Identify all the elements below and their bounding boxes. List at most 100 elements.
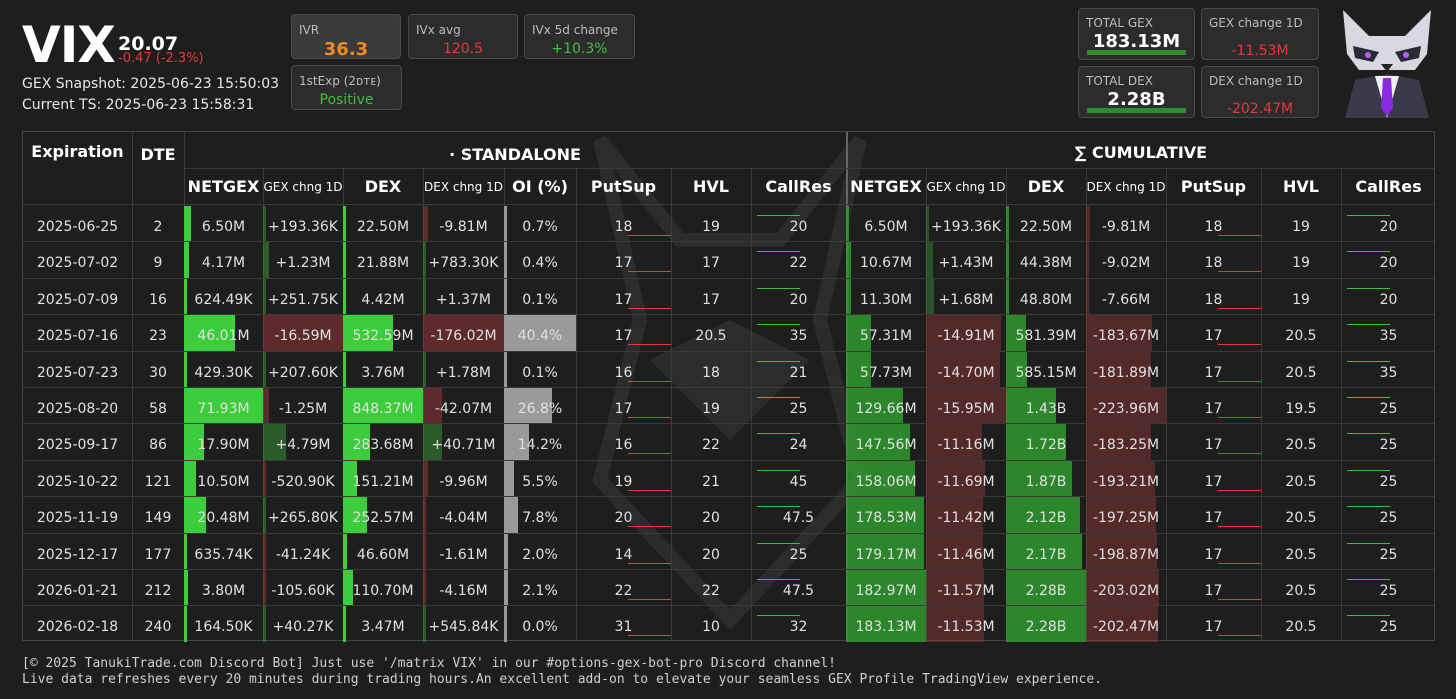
table-cell: 17 — [1166, 537, 1261, 573]
table-cell: 2.28B — [1006, 573, 1086, 609]
table-cell: 57.73M — [846, 355, 926, 391]
table-cell: 11.30M — [846, 282, 926, 318]
table-cell: 20 — [1341, 245, 1436, 281]
table-cell: 6.50M — [846, 209, 926, 245]
table-cell: 17 — [576, 391, 671, 427]
table-cell: 2025-07-09 — [23, 282, 132, 318]
table-cell: -1.25M — [263, 391, 343, 427]
column-header-dex: DEX — [343, 177, 423, 196]
table-cell: 17 — [1166, 318, 1261, 354]
table-cell: 20.5 — [1261, 464, 1341, 500]
table-cell: 2025-10-22 — [23, 464, 132, 500]
table-cell: -1.61M — [423, 537, 504, 573]
table-cell: 47.5 — [751, 500, 846, 536]
table-cell: 25 — [1341, 500, 1436, 536]
gex-change-card: GEX change 1D -11.53M — [1201, 8, 1319, 60]
table-cell: 16 — [576, 427, 671, 463]
table-cell: 22 — [671, 573, 751, 609]
table-cell: +1.43M — [926, 245, 1006, 281]
table-cell: 16 — [576, 355, 671, 391]
table-cell: 18 — [1166, 209, 1261, 245]
column-header-putsup: PutSup — [576, 177, 671, 196]
table-cell: 18 — [576, 209, 671, 245]
table-cell: 22 — [671, 427, 751, 463]
table-cell: 2025-07-16 — [23, 318, 132, 354]
table-cell: 19 — [671, 391, 751, 427]
table-cell: -4.16M — [423, 573, 504, 609]
table-cell: -520.90K — [263, 464, 343, 500]
table-cell: -14.91M — [926, 318, 1006, 354]
table-cell: 86 — [132, 427, 184, 463]
table-cell: 2.28B — [1006, 609, 1086, 645]
table-cell: 24 — [751, 427, 846, 463]
table-cell: -197.25M — [1086, 500, 1166, 536]
footer-line-1: [© 2025 TanukiTrade.com Discord Bot] Jus… — [22, 656, 836, 671]
ivx-5d-change-label: IVx 5d change — [532, 23, 618, 37]
column-header-dex-chng-1d: DEX chng 1D — [1086, 180, 1166, 194]
table-cell: 21 — [751, 355, 846, 391]
table-cell: 20.5 — [1261, 573, 1341, 609]
table-cell: 2.17B — [1006, 537, 1086, 573]
current-timestamp: Current TS: 2025-06-23 15:58:31 — [22, 97, 254, 113]
table-cell: -7.66M — [1086, 282, 1166, 318]
column-header-dex: DEX — [1006, 177, 1086, 196]
table-cell: 17 — [1166, 609, 1261, 645]
table-cell: 19 — [671, 209, 751, 245]
table-cell: +265.80K — [263, 500, 343, 536]
total-gex-bar — [1087, 50, 1186, 55]
column-header-callres: CallRes — [751, 177, 846, 196]
footer-line-2: Live data refreshes every 20 minutes dur… — [22, 672, 1102, 687]
header-divider — [23, 204, 1434, 205]
table-cell: 3.76M — [343, 355, 423, 391]
table-cell: -15.95M — [926, 391, 1006, 427]
table-cell: -41.24K — [263, 537, 343, 573]
table-cell: 2025-09-17 — [23, 427, 132, 463]
table-cell: 17 — [1166, 427, 1261, 463]
first-exp-value: Positive — [292, 92, 401, 108]
table-cell: -14.70M — [926, 355, 1006, 391]
table-cell: 46.60M — [343, 537, 423, 573]
table-cell: 6.50M — [184, 209, 263, 245]
table-cell: 624.49K — [184, 282, 263, 318]
table-cell: -202.47M — [1086, 609, 1166, 645]
table-cell: -198.87M — [1086, 537, 1166, 573]
table-cell: -193.21M — [1086, 464, 1166, 500]
total-dex-bar — [1087, 108, 1186, 113]
table-cell: -11.16M — [926, 427, 1006, 463]
gex-change-value: -11.53M — [1202, 43, 1318, 59]
table-cell: 48.80M — [1006, 282, 1086, 318]
table-cell: -9.96M — [423, 464, 504, 500]
table-cell: -176.02M — [423, 318, 504, 354]
table-cell: 71.93M — [184, 391, 263, 427]
table-cell: -4.04M — [423, 500, 504, 536]
table-cell: 7.8% — [504, 500, 576, 536]
table-cell: 35 — [1341, 318, 1436, 354]
table-cell: 20 — [751, 209, 846, 245]
table-cell: 1.87B — [1006, 464, 1086, 500]
total-gex-value: 183.13M — [1079, 31, 1194, 52]
table-cell: 22.50M — [343, 209, 423, 245]
gex-change-label: GEX change 1D — [1209, 16, 1303, 30]
table-cell: 26.8% — [504, 391, 576, 427]
table-cell: 18 — [1166, 282, 1261, 318]
table-cell: 20 — [576, 500, 671, 536]
table-cell: 17 — [1166, 573, 1261, 609]
table-cell: 25 — [1341, 464, 1436, 500]
ivr-label: IVR — [299, 23, 319, 37]
table-cell: 2025-06-25 — [23, 209, 132, 245]
table-cell: 18 — [1166, 245, 1261, 281]
standalone-group-header: · STANDALONE — [184, 145, 846, 164]
table-cell: 32 — [751, 609, 846, 645]
table-cell: 2.1% — [504, 573, 576, 609]
table-cell: 2.12B — [1006, 500, 1086, 536]
table-cell: 1.43B — [1006, 391, 1086, 427]
table-cell: 179.17M — [846, 537, 926, 573]
table-cell: 44.38M — [1006, 245, 1086, 281]
table-cell: 10.67M — [846, 245, 926, 281]
table-cell: 2025-12-17 — [23, 537, 132, 573]
table-cell: +1.78M — [423, 355, 504, 391]
table-cell: +1.37M — [423, 282, 504, 318]
table-cell: 635.74K — [184, 537, 263, 573]
column-header-gex-chng-1d: GEX chng 1D — [263, 180, 343, 194]
dex-change-card: DEX change 1D -202.47M — [1201, 66, 1319, 118]
